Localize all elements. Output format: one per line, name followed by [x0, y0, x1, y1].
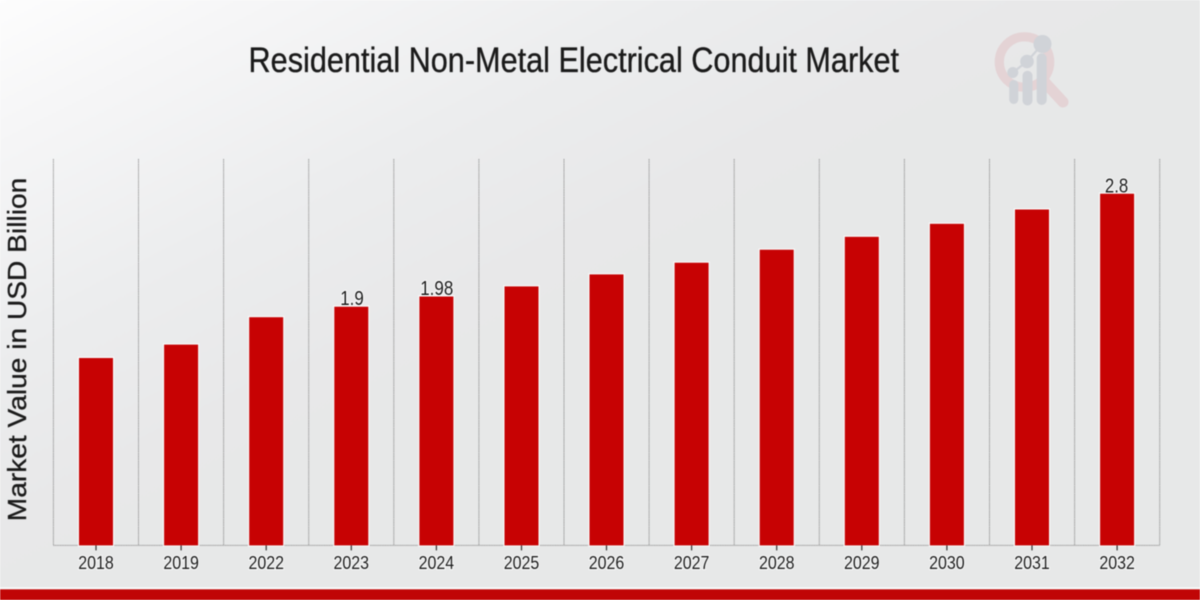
- svg-text:2027: 2027: [674, 552, 710, 573]
- svg-text:2023: 2023: [334, 552, 370, 573]
- svg-text:2018: 2018: [78, 552, 114, 573]
- svg-text:2024: 2024: [419, 552, 455, 573]
- svg-text:2030: 2030: [929, 552, 965, 573]
- svg-text:2025: 2025: [504, 552, 540, 573]
- svg-text:2028: 2028: [759, 552, 795, 573]
- svg-text:2019: 2019: [163, 552, 199, 573]
- svg-text:2022: 2022: [248, 552, 284, 573]
- svg-text:2026: 2026: [589, 552, 625, 573]
- svg-text:2.8: 2.8: [1105, 175, 1128, 197]
- svg-text:2031: 2031: [1014, 552, 1050, 573]
- svg-text:1.98: 1.98: [420, 278, 453, 300]
- svg-text:1.9: 1.9: [340, 288, 364, 310]
- svg-text:2029: 2029: [844, 552, 880, 573]
- svg-text:Residential Non-Metal Electric: Residential Non-Metal Electrical Conduit…: [249, 41, 900, 80]
- svg-text:2032: 2032: [1099, 552, 1135, 573]
- svg-text:Market Value in USD Billion: Market Value in USD Billion: [2, 178, 32, 522]
